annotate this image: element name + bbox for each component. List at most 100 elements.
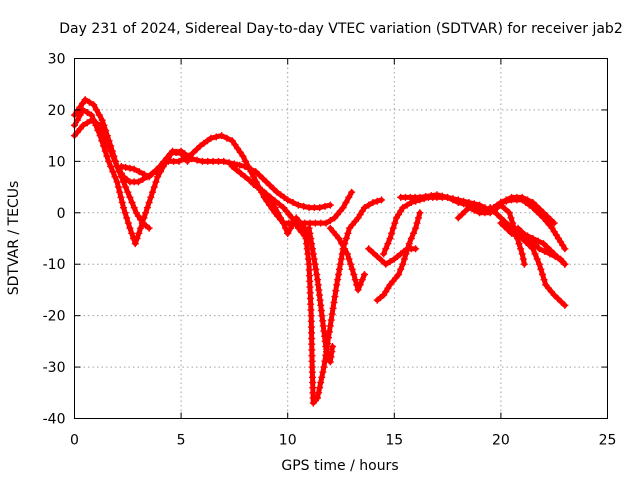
data-point-marker [90,116,98,124]
data-point-marker [342,235,350,242]
data-point-marker [444,193,452,201]
data-point-marker [557,298,565,306]
data-point-marker [422,193,430,200]
data-point-marker [540,276,548,284]
data-point-marker [329,304,337,312]
x-tick-label: 10 [279,433,297,449]
data-point-marker [260,188,268,196]
data-point-marker [105,157,113,165]
data-point-marker [225,159,233,167]
data-point-marker [311,260,319,268]
data-point-marker [266,181,274,189]
x-tick-label: 15 [385,433,403,449]
data-point-marker [298,228,306,236]
data-point-marker [501,205,509,213]
data-point-marker [275,200,283,208]
data-point-marker [402,250,410,258]
data-point-marker [458,211,466,218]
data-point-marker [101,147,109,155]
data-point-marker [332,287,340,295]
data-point-marker [145,199,153,206]
data-point-marker [152,166,160,174]
data-point-marker [300,202,308,210]
data-point-marker [218,132,226,140]
data-point-marker [135,168,143,176]
data-point-marker [345,255,353,263]
data-point-marker [315,389,323,397]
x-tick-label: 5 [177,433,186,449]
data-point-marker [407,235,415,242]
data-point-marker [528,238,536,246]
data-point-marker [399,204,407,212]
data-point-marker [502,196,510,204]
data-point-marker [118,199,126,206]
data-point-marker [137,224,145,232]
data-point-marker [541,247,549,255]
series-trace [229,164,308,239]
data-point-marker [128,229,136,237]
data-point-marker [343,250,351,258]
x-tick-label: 25 [599,433,617,449]
data-point-marker [369,199,377,206]
tick-layer: 0 5 10 15 20 25 -40 -30 -20 -10 0 10 20 30 [43,52,617,449]
data-point-marker [203,137,211,145]
data-point-marker [322,219,330,227]
data-point-marker [397,265,405,273]
data-point-marker [271,204,279,212]
y-tick-label: 0 [57,206,66,222]
data-point-marker [461,207,469,215]
data-point-marker [105,137,113,145]
data-point-marker [333,281,341,289]
data-point-marker [514,224,522,232]
data-point-marker [550,291,558,299]
data-point-marker [102,127,110,134]
data-point-marker [391,219,399,227]
data-point-marker [543,212,551,220]
data-point-marker [460,197,468,205]
series-trace [498,220,568,308]
data-point-marker [189,149,197,157]
data-point-marker [351,276,359,284]
data-point-marker [154,173,162,181]
data-point-marker [344,229,352,237]
data-point-marker [78,100,86,107]
data-point-marker [476,201,484,209]
data-point-marker [533,255,541,263]
data-point-marker [85,98,93,106]
data-point-marker [509,219,517,227]
data-point-marker [507,214,515,222]
plot-frame [74,58,608,419]
data-point-marker [126,164,134,172]
data-point-marker [324,340,332,348]
data-point-marker [490,207,498,215]
data-point-marker [223,134,231,142]
data-point-marker [289,219,297,227]
data-point-marker [433,191,441,199]
data-point-marker [108,147,116,155]
data-point-marker [284,229,292,237]
data-point-marker [120,204,128,212]
data-point-marker [149,188,157,196]
data-point-marker [325,328,333,336]
data-point-marker [172,148,180,156]
data-point-marker [326,358,334,366]
data-point-marker [326,201,334,209]
data-point-marker [470,206,478,214]
marker-layer [71,96,569,407]
data-point-marker [335,235,343,242]
y-tick-label: 10 [48,154,66,170]
data-point-marker [326,322,334,330]
data-point-marker [79,121,87,129]
data-point-marker [220,157,228,165]
data-point-marker [493,204,501,212]
data-point-marker [524,196,532,204]
data-point-marker [244,163,252,170]
data-point-marker [334,276,342,284]
data-point-marker [407,199,415,206]
data-point-marker [130,165,138,173]
data-point-marker [99,142,107,150]
data-point-marker [277,214,285,222]
data-point-marker [326,217,334,224]
data-point-marker [193,156,201,164]
data-point-marker [145,224,153,232]
